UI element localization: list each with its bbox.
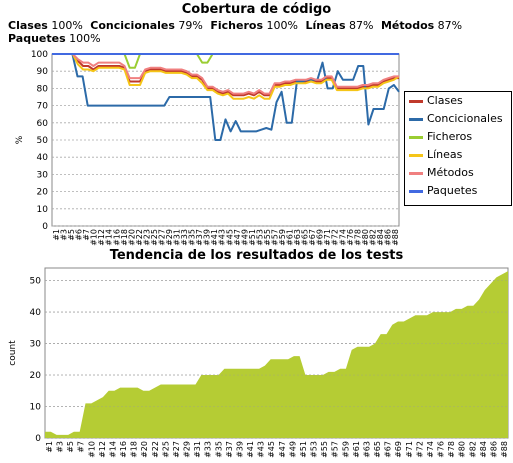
coverage-x-tick-label: #29: [165, 229, 174, 246]
coverage-y-tick-label: 60: [37, 119, 49, 129]
summary-value: 87%: [437, 19, 463, 32]
coverage-y-tick-label: 0: [42, 222, 48, 232]
legend-label: Concicionales: [427, 112, 503, 125]
coverage-y-tick-label: 40: [37, 153, 49, 163]
summary-label: Clases: [8, 19, 48, 32]
coverage-x-tick-label: #67: [308, 229, 317, 246]
legend-label: Líneas: [427, 148, 463, 161]
coverage-chart-title: Cobertura de código: [181, 2, 332, 17]
coverage-x-tick-label: #39: [203, 229, 212, 246]
coverage-y-tick-label: 10: [37, 205, 49, 215]
legend-swatch: [409, 100, 423, 103]
legend-swatch: [409, 136, 423, 139]
legend-swatch: [409, 118, 423, 121]
coverage-x-tick-label: #18: [120, 229, 129, 246]
coverage-y-tick-label: 100: [31, 50, 48, 60]
coverage-y-tick-label: 90: [37, 67, 49, 77]
coverage-x-tick-label: #25: [150, 229, 159, 246]
coverage-x-tick-label: #43: [218, 229, 227, 246]
legend-item: Concicionales: [405, 110, 511, 128]
coverage-x-tick-label: #6: [75, 229, 84, 241]
legend-item: Paquetes: [405, 182, 511, 200]
legend-item: Líneas: [405, 146, 511, 164]
coverage-x-tick-label: #22: [135, 229, 144, 246]
coverage-y-tick-label: 50: [37, 136, 49, 146]
coverage-x-tick-label: #63: [293, 229, 302, 246]
coverage-x-tick-label: #82: [368, 229, 377, 246]
coverage-x-tick-label: #27: [157, 229, 166, 246]
tests-chart-title: Tendencia de los resultados de los tests: [109, 248, 404, 263]
coverage-legend: Clases Concicionales Ficheros Líneas Métodos…: [404, 91, 512, 206]
legend-label: Métodos: [427, 166, 474, 179]
coverage-summary: Clases 100% Concicionales 79% Ficheros 1…: [8, 19, 508, 45]
summary-value: 100%: [51, 19, 87, 32]
coverage-x-tick-label: #33: [180, 229, 189, 246]
coverage-x-tick-label: #14: [105, 229, 114, 246]
coverage-y-tick-label: 80: [37, 84, 49, 94]
coverage-series-line: [52, 53, 400, 100]
legend-swatch: [409, 154, 423, 157]
legend-label: Paquetes: [427, 184, 478, 197]
legend-item: Clases: [405, 92, 511, 110]
summary-label: Métodos: [380, 19, 435, 32]
legend-swatch: [409, 190, 423, 193]
coverage-x-tick-label: #53: [255, 229, 264, 246]
coverage-series-line: [52, 53, 399, 95]
coverage-x-tick-label: #76: [346, 229, 355, 246]
coverage-x-tick-label: #31: [173, 229, 182, 246]
coverage-x-tick-label: #61: [286, 229, 295, 246]
coverage-x-tick-label: #20: [127, 229, 136, 246]
coverage-x-tick-label: #74: [338, 229, 347, 246]
coverage-y-tick-label: 20: [37, 188, 49, 198]
coverage-y-tick-label: 70: [37, 102, 49, 112]
coverage-x-tick-label: #80: [361, 229, 370, 246]
legend-item: Métodos: [405, 164, 511, 182]
summary-label: Concicionales: [90, 19, 175, 32]
coverage-series-line: [52, 53, 400, 141]
coverage-y-axis-label: %: [15, 135, 25, 144]
coverage-x-tick-label: #41: [210, 229, 219, 246]
coverage-x-tick-label: #88: [391, 229, 400, 246]
legend-label: Ficheros: [427, 130, 473, 143]
coverage-x-tick-label: #55: [263, 229, 272, 246]
coverage-x-tick-label: #7: [82, 229, 91, 241]
summary-value: 100%: [69, 32, 101, 45]
summary-label: Ficheros: [210, 19, 264, 32]
coverage-x-tick-label: #57: [270, 229, 279, 246]
legend-item: Ficheros: [405, 128, 511, 146]
coverage-x-tick-label: #49: [240, 229, 249, 246]
coverage-x-tick-label: #5: [67, 229, 76, 241]
coverage-x-tick-label: #12: [97, 229, 106, 246]
coverage-x-tick-label: #71: [323, 229, 332, 246]
summary-value: 100%: [266, 19, 302, 32]
coverage-x-tick-label: #10: [90, 229, 99, 246]
coverage-x-tick-label: #16: [112, 229, 121, 246]
coverage-x-tick-label: #72: [331, 229, 340, 246]
coverage-x-tick-label: #69: [316, 229, 325, 246]
summary-label: Líneas: [305, 19, 346, 32]
coverage-x-tick-label: #1: [52, 229, 61, 241]
coverage-x-tick-label: #47: [233, 229, 242, 246]
coverage-x-tick-label: #51: [248, 229, 257, 246]
coverage-x-tick-label: #59: [278, 229, 287, 246]
legend-swatch: [409, 172, 423, 175]
coverage-x-tick-label: #65: [301, 229, 310, 246]
coverage-x-tick-label: #45: [225, 229, 234, 246]
coverage-x-tick-label: #35: [188, 229, 197, 246]
coverage-x-tick-label: #78: [353, 229, 362, 246]
coverage-x-tick-label: #84: [376, 229, 385, 246]
coverage-x-tick-label: #23: [142, 229, 151, 246]
legend-label: Clases: [427, 94, 463, 107]
summary-label: Paquetes: [8, 32, 66, 45]
coverage-x-tick-label: #3: [60, 229, 69, 241]
summary-value: 79%: [178, 19, 207, 32]
coverage-x-tick-label: #86: [383, 229, 392, 246]
coverage-x-tick-label: #37: [195, 229, 204, 246]
coverage-series-line: [52, 53, 399, 97]
coverage-y-tick-label: 30: [37, 170, 49, 180]
summary-value: 87%: [349, 19, 377, 32]
